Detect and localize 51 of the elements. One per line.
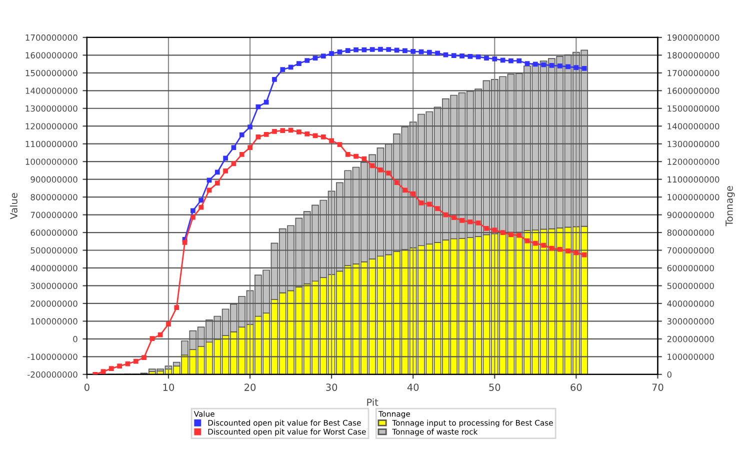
y2-tick-label: 600000000	[667, 264, 714, 272]
x-tick-label: 0	[84, 384, 90, 391]
y-tick-label: 1500000000	[26, 70, 78, 76]
y2-tick-label: 1800000000	[668, 52, 720, 58]
x-tick-label: 10	[163, 384, 174, 391]
y-tick-label: 400000000	[30, 264, 78, 272]
x-axis-title: Pit	[367, 398, 378, 406]
y2-tick-label: 1100000000	[668, 176, 720, 183]
y-tick-label: 1000000000	[26, 158, 78, 165]
x-tick-label: 20	[244, 384, 256, 391]
y-tick-label: -200000000	[28, 371, 78, 378]
y2-tick-label: 500000000	[667, 282, 714, 290]
x-tick-label: 70	[652, 384, 664, 391]
x-tick-label: 60	[570, 384, 582, 391]
y2-tick-label: 1200000000	[668, 158, 720, 165]
y-tick-label: 500000000	[30, 247, 78, 254]
y2-tick-label: 300000000	[667, 318, 714, 324]
y-tick-label: 1300000000	[26, 105, 78, 112]
y2-tick-label: 1300000000	[668, 140, 720, 148]
y-tick-label: 1600000000	[26, 52, 78, 58]
y2-tick-label: 100000000	[668, 354, 714, 360]
y2-tick-label: 900000000	[667, 212, 714, 218]
x-tick-label: 40	[407, 384, 419, 391]
y-tick-label: 1100000000	[26, 140, 78, 148]
y-tick-label: 300000000	[30, 282, 78, 290]
y2-axis-title: Tonnage	[726, 186, 735, 226]
y-tick-label: 1400000000	[26, 88, 78, 94]
y-tick-label: 100000000	[31, 318, 78, 324]
y-tick-label: 900000000	[30, 176, 78, 183]
y-tick-label: 0	[73, 336, 78, 342]
y-tick-label: 1200000000	[26, 123, 78, 130]
y-tick-label: 200000000	[30, 300, 78, 307]
y2-tick-label: 400000000	[667, 300, 714, 307]
y2-tick-label: 1500000000	[668, 105, 720, 112]
y2-tick-label: 800000000	[667, 230, 714, 236]
y2-tick-label: 200000000	[667, 336, 714, 342]
y2-tick-label: 1600000000	[668, 88, 720, 94]
y-tick-label: 800000000	[30, 194, 78, 200]
y-tick-label: 1700000000	[26, 34, 78, 41]
y-axis-title: Value	[10, 193, 18, 220]
x-tick-label: 50	[489, 384, 500, 391]
y-tick-label: 600000000	[30, 230, 78, 236]
y2-tick-label: 700000000	[667, 247, 714, 254]
x-tick-label: 30	[326, 384, 338, 391]
y-tick-label: 700000000	[30, 212, 78, 218]
y2-tick-label: 1700000000	[668, 70, 720, 76]
y-tick-label: -100000000	[28, 354, 78, 360]
y2-tick-label: 1000000000	[668, 194, 720, 200]
y2-tick-label: 0	[667, 371, 672, 378]
y2-tick-label: 1400000000	[668, 123, 720, 130]
y2-tick-label: 1900000000	[668, 34, 720, 41]
